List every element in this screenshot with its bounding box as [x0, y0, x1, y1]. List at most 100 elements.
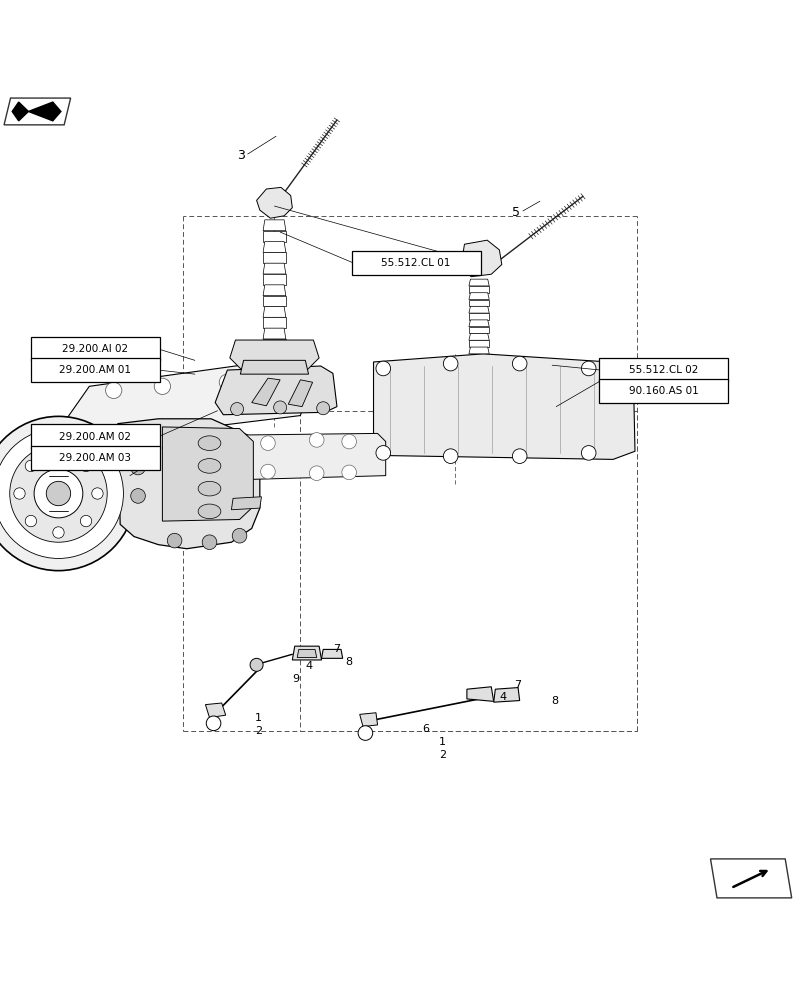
Polygon shape: [469, 320, 488, 327]
Polygon shape: [466, 687, 493, 701]
Circle shape: [34, 469, 83, 518]
Text: 4: 4: [305, 661, 311, 671]
Text: 29.200.AI 02: 29.200.AI 02: [62, 344, 128, 354]
Text: 7: 7: [333, 644, 340, 654]
Circle shape: [92, 488, 103, 499]
Polygon shape: [67, 360, 308, 442]
Polygon shape: [256, 187, 292, 218]
Circle shape: [25, 460, 36, 472]
Circle shape: [341, 434, 356, 449]
Circle shape: [80, 460, 92, 472]
Text: 3: 3: [237, 149, 245, 162]
Circle shape: [219, 374, 235, 390]
Polygon shape: [292, 646, 321, 660]
Circle shape: [131, 432, 145, 446]
Text: 1: 1: [255, 713, 261, 723]
Circle shape: [309, 433, 324, 447]
Text: 29.200.AM 03: 29.200.AM 03: [59, 453, 131, 463]
Polygon shape: [263, 285, 285, 296]
Polygon shape: [263, 306, 285, 317]
Text: 8: 8: [551, 696, 557, 706]
Circle shape: [131, 460, 145, 475]
Text: 90.160.AS 01: 90.160.AS 01: [629, 386, 697, 396]
FancyBboxPatch shape: [31, 358, 160, 382]
FancyBboxPatch shape: [351, 251, 480, 275]
Circle shape: [512, 356, 526, 371]
Polygon shape: [263, 220, 285, 231]
Circle shape: [53, 449, 64, 460]
Text: 29.200.AM 01: 29.200.AM 01: [59, 365, 131, 375]
Polygon shape: [28, 102, 61, 121]
Circle shape: [581, 361, 595, 376]
Text: 2: 2: [439, 750, 445, 760]
Polygon shape: [469, 347, 488, 354]
Ellipse shape: [198, 459, 221, 473]
Circle shape: [0, 416, 135, 571]
Polygon shape: [373, 354, 634, 459]
Circle shape: [232, 528, 247, 543]
Circle shape: [250, 658, 263, 671]
Polygon shape: [469, 327, 488, 333]
Polygon shape: [215, 366, 337, 415]
Polygon shape: [263, 242, 285, 252]
Text: 7: 7: [513, 680, 520, 690]
Polygon shape: [12, 102, 28, 121]
Text: 6: 6: [422, 724, 428, 734]
FancyBboxPatch shape: [31, 446, 160, 470]
Text: 55.512.CL 01: 55.512.CL 01: [381, 258, 450, 268]
Circle shape: [309, 466, 324, 481]
Polygon shape: [251, 378, 280, 406]
Polygon shape: [4, 98, 71, 125]
Circle shape: [512, 449, 526, 463]
Polygon shape: [469, 293, 488, 300]
Polygon shape: [263, 339, 285, 350]
Circle shape: [581, 446, 595, 460]
Polygon shape: [469, 300, 488, 306]
Polygon shape: [469, 279, 488, 286]
FancyBboxPatch shape: [599, 379, 727, 403]
Circle shape: [341, 465, 356, 480]
Circle shape: [273, 401, 286, 414]
Circle shape: [10, 445, 107, 542]
Circle shape: [443, 356, 457, 371]
Polygon shape: [240, 360, 308, 374]
Text: 55.512.CL 02: 55.512.CL 02: [629, 365, 697, 375]
Polygon shape: [297, 649, 316, 658]
Circle shape: [202, 535, 217, 550]
Polygon shape: [263, 317, 285, 328]
Polygon shape: [469, 306, 488, 313]
Polygon shape: [263, 328, 285, 339]
Polygon shape: [469, 340, 488, 347]
Circle shape: [206, 716, 221, 731]
Circle shape: [80, 515, 92, 527]
Circle shape: [154, 429, 170, 445]
Text: 5: 5: [511, 206, 519, 219]
Polygon shape: [461, 240, 501, 277]
Polygon shape: [469, 286, 488, 293]
Polygon shape: [263, 296, 285, 306]
Polygon shape: [118, 419, 260, 549]
Circle shape: [358, 726, 372, 740]
Text: 29.200.AM 02: 29.200.AM 02: [59, 432, 131, 442]
Ellipse shape: [198, 436, 221, 450]
Circle shape: [375, 446, 390, 460]
Circle shape: [375, 361, 390, 376]
Polygon shape: [263, 263, 285, 274]
Ellipse shape: [198, 504, 221, 519]
Polygon shape: [359, 713, 377, 727]
Polygon shape: [263, 252, 285, 263]
Circle shape: [443, 449, 457, 463]
Polygon shape: [710, 859, 791, 898]
Polygon shape: [493, 688, 519, 702]
Circle shape: [0, 429, 123, 558]
Text: 8: 8: [345, 657, 352, 667]
Circle shape: [46, 481, 71, 506]
Circle shape: [230, 403, 243, 416]
Polygon shape: [469, 313, 488, 320]
FancyBboxPatch shape: [31, 424, 160, 449]
FancyBboxPatch shape: [31, 337, 160, 361]
Polygon shape: [321, 649, 342, 658]
Ellipse shape: [198, 481, 221, 496]
Circle shape: [154, 378, 170, 394]
Circle shape: [53, 527, 64, 538]
